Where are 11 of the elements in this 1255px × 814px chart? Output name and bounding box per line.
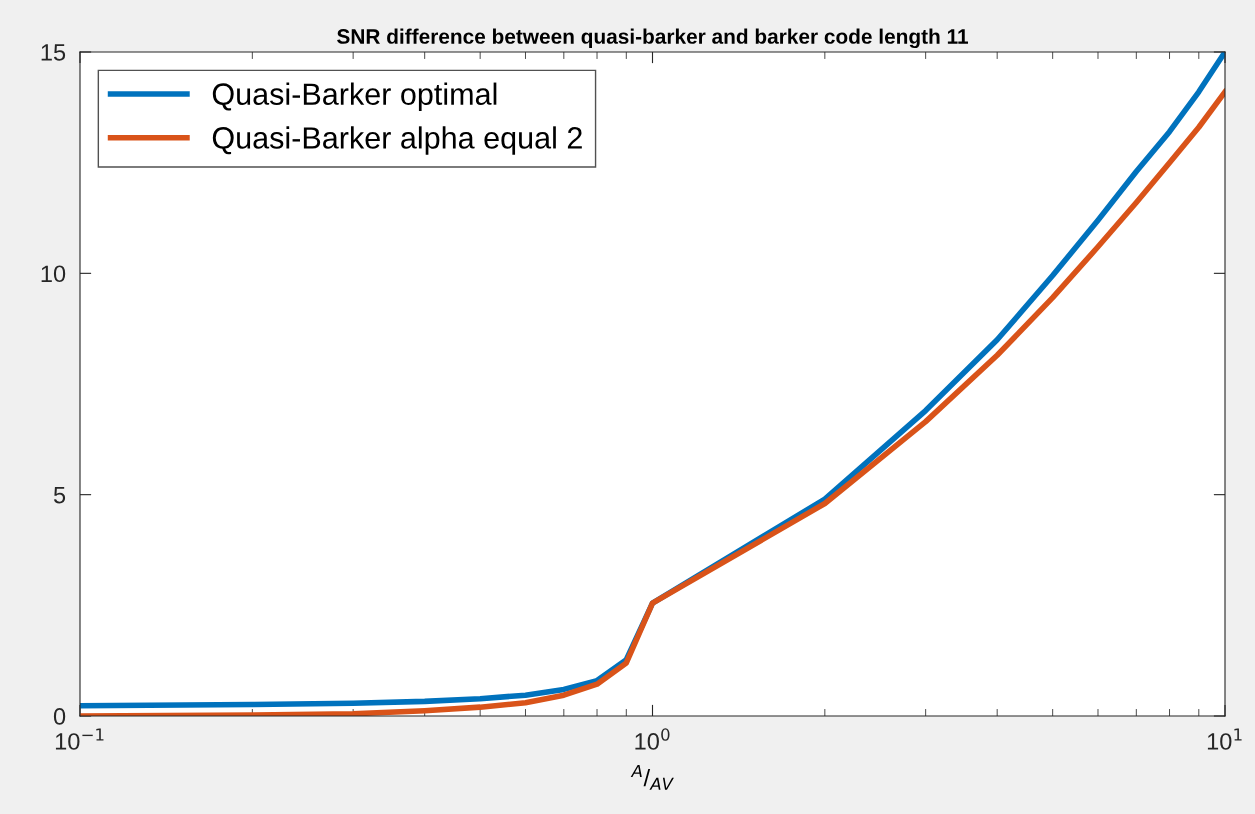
legend-label: Quasi-Barker alpha equal 2: [212, 126, 582, 155]
x-tick-label: 10$^{0}$: [635, 728, 670, 750]
y-tick-label: 10: [41, 265, 66, 283]
chart-title: SNR difference between quasi-barker and barker code length 11: [337, 28, 969, 49]
x-axis-title: $^{A}$/$_{AV}$: [630, 764, 674, 790]
y-tick-label: 15: [41, 44, 66, 61]
x-tick-label: 10$^{1}$: [1207, 728, 1242, 750]
y-tick-label: 0: [53, 708, 66, 725]
x-tick-label: 10$^{−1}$: [55, 728, 104, 750]
legend-label: Quasi-Barker optimal: [212, 82, 497, 112]
y-tick-label: 5: [53, 486, 66, 504]
